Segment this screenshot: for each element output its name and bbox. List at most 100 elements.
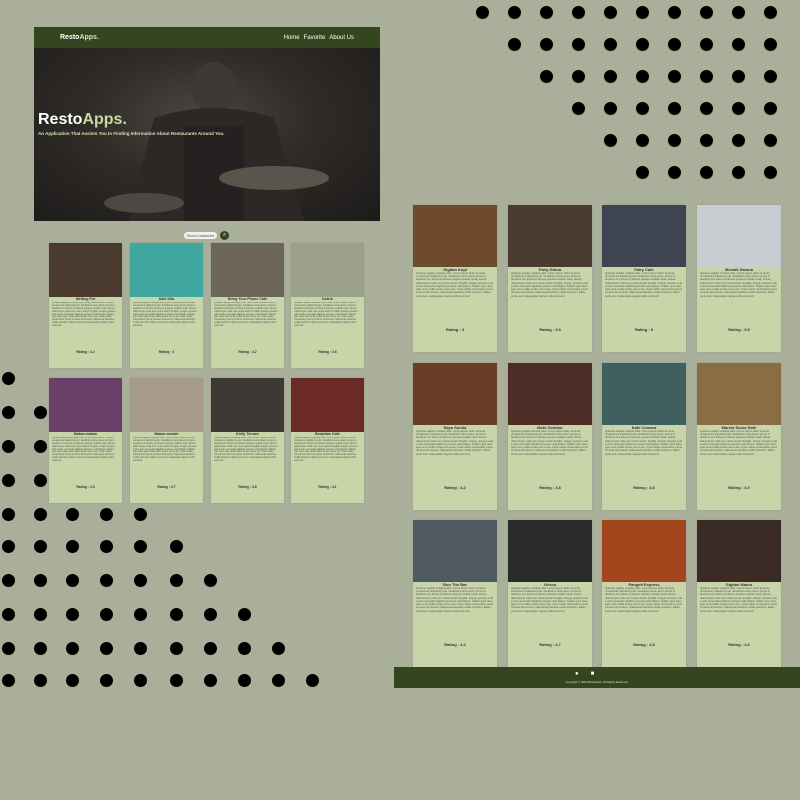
restaurant-card[interactable]: Fairy Cafe Quisque sagittis volutpat odio…	[602, 205, 686, 352]
nav-link-about[interactable]: About Us	[329, 34, 354, 41]
restaurant-card[interactable]: Menalli Sarana Quisque sagittis volutpat …	[697, 205, 781, 352]
restaurant-name[interactable]: Gigitan Makro	[725, 582, 753, 587]
restaurant-card[interactable]: Gesca Quisque sagittis volutpat odio. Lor…	[508, 520, 592, 667]
decorative-dot	[668, 134, 681, 147]
restaurant-description: Quisque sagittis volutpat odio. Lorem ip…	[511, 272, 588, 298]
restaurant-name[interactable]: Mohi Gembor	[537, 425, 563, 430]
restaurant-description: Quisque sagittis volutpat odio. Lorem ip…	[605, 430, 682, 456]
decorative-dot	[238, 674, 251, 687]
restaurant-name[interactable]: Makan-mudah	[154, 432, 179, 436]
restaurant-card[interactable]: Kirity Terrace Quisque sagittis volutpat …	[211, 378, 284, 503]
brand-primary: Resto	[60, 34, 80, 41]
decorative-dot	[636, 166, 649, 179]
restaurant-card[interactable]: Mohi Gembor Quisque sagittis volutpat odi…	[508, 363, 592, 510]
restaurant-image[interactable]	[602, 363, 686, 425]
restaurant-image[interactable]	[697, 363, 781, 425]
restaurant-image[interactable]	[508, 520, 592, 582]
restaurant-name[interactable]: Kafe Kita	[158, 297, 175, 301]
restaurant-description: Quisque sagittis volutpat odio. Lorem ip…	[416, 587, 493, 613]
restaurant-name[interactable]: Menalli Sarana	[724, 267, 753, 272]
restaurant-name[interactable]: Makan-makan	[73, 432, 98, 436]
search-button[interactable]: ⌕	[220, 231, 229, 240]
decorative-dot	[100, 642, 113, 655]
restaurant-image[interactable]	[211, 378, 284, 432]
restaurant-card[interactable]: Gigitan Makro Quisque sagittis volutpat o…	[697, 520, 781, 667]
nav-link-favorite[interactable]: Favorite	[303, 34, 326, 41]
decorative-dot	[66, 642, 79, 655]
restaurant-description: Quisque sagittis volutpat odio. Lorem ip…	[700, 587, 777, 613]
restaurant-rating: Rating : 4.0	[728, 642, 750, 647]
restaurant-name[interactable]: Gigitan Kopi	[443, 267, 467, 272]
restaurant-card[interactable]: Gigitan Kopi Quisque sagittis volutpat od…	[413, 205, 497, 352]
restaurant-name[interactable]: Bonjelam Kafe	[315, 432, 340, 436]
restaurant-card[interactable]: Pangeti Express Quisque sagittis volutpat…	[602, 520, 686, 667]
restaurant-card[interactable]: Melting Pot Quisque sagittis volutpat odi…	[49, 243, 122, 368]
github-icon[interactable]: ●	[575, 671, 579, 677]
restaurant-name[interactable]: Saya Sunda	[443, 425, 467, 430]
decorative-dot	[100, 540, 113, 553]
restaurant-card[interactable]: Kafe Cemara Quisque sagittis volutpat odi…	[602, 363, 686, 510]
decorative-dot	[604, 102, 617, 115]
decorative-dot	[604, 70, 617, 83]
restaurant-description: Quisque sagittis volutpat odio. Lorem ip…	[214, 302, 278, 327]
restaurant-name[interactable]: Pangeti Express	[628, 582, 660, 587]
restaurant-description: Quisque sagittis volutpat odio. Lorem ip…	[605, 587, 682, 613]
nav-link-home[interactable]: Home	[283, 34, 300, 41]
restaurant-name[interactable]: Marsia Sumo Kafe	[721, 425, 757, 430]
restaurant-name[interactable]: Melting Pot	[75, 297, 96, 301]
restaurant-image[interactable]	[697, 205, 781, 267]
restaurant-name[interactable]: Kafe Cemara	[631, 425, 657, 430]
restaurant-card[interactable]: Marsia Sumo Kafe Quisque sagittis volutpa…	[697, 363, 781, 510]
decorative-dot	[572, 6, 585, 19]
restaurant-name[interactable]: Bring Your Phone Cafe	[227, 297, 267, 301]
restaurant-name[interactable]: Gesca	[543, 582, 556, 587]
decorative-dot	[170, 674, 183, 687]
restaurant-image[interactable]	[602, 520, 686, 582]
decorative-dot	[668, 38, 681, 51]
restaurant-rating: Rating : 4.2	[238, 350, 257, 354]
restaurant-name[interactable]: Fairy Gitera	[538, 267, 562, 272]
brand-logo[interactable]: RestoApps.	[60, 34, 99, 41]
restaurant-image[interactable]	[291, 243, 364, 297]
decorative-dot	[204, 608, 217, 621]
decorative-dot	[306, 674, 319, 687]
restaurant-image[interactable]	[49, 243, 122, 297]
decorative-dot	[572, 70, 585, 83]
restaurant-card[interactable]: Makan-makan Quisque sagittis volutpat odi…	[49, 378, 122, 503]
restaurant-card[interactable]: Kafein Quisque sagittis volutpat odio. Lo…	[291, 243, 364, 368]
restaurant-image[interactable]	[602, 205, 686, 267]
restaurant-card[interactable]: Fairy Gitera Quisque sagittis volutpat od…	[508, 205, 592, 352]
restaurant-name[interactable]: Run The Bar	[443, 582, 467, 587]
decorative-dot	[732, 166, 745, 179]
hero-title-secondary: Apps.	[82, 111, 127, 128]
decorative-dot	[732, 38, 745, 51]
restaurant-image[interactable]	[211, 243, 284, 297]
restaurant-card[interactable]: Run The Bar Quisque sagittis volutpat odi…	[413, 520, 497, 667]
restaurant-card[interactable]: Bring Your Phone Cafe Quisque sagittis vo…	[211, 243, 284, 368]
restaurant-card[interactable]: Bonjelam Kafe Quisque sagittis volutpat o…	[291, 378, 364, 503]
restaurant-image[interactable]	[291, 378, 364, 432]
decorative-dot	[764, 38, 777, 51]
restaurant-card[interactable]: Makan-mudah Quisque sagittis volutpat odi…	[130, 378, 203, 503]
restaurant-name[interactable]: Kafein	[322, 297, 333, 301]
decorative-dot	[66, 674, 79, 687]
restaurant-card[interactable]: Saya Sunda Quisque sagittis volutpat odio…	[413, 363, 497, 510]
decorative-dot	[2, 406, 15, 419]
decorative-dot	[540, 70, 553, 83]
footer-copyright: Copyright © 2022 RestoApps. All Rights R…	[565, 680, 629, 684]
search-input[interactable]: Search restaurant	[184, 232, 217, 239]
restaurant-image[interactable]	[508, 363, 592, 425]
restaurant-image[interactable]	[413, 205, 497, 267]
restaurant-image[interactable]	[697, 520, 781, 582]
restaurant-image[interactable]	[49, 378, 122, 432]
linkedin-icon[interactable]: ■	[590, 671, 595, 677]
restaurant-name[interactable]: Fairy Cafe	[634, 267, 654, 272]
decorative-dot	[134, 540, 147, 553]
restaurant-image[interactable]	[508, 205, 592, 267]
restaurant-name[interactable]: Kirity Terrace	[236, 432, 259, 436]
restaurant-image[interactable]	[413, 363, 497, 425]
restaurant-card[interactable]: Kafe Kita Quisque sagittis volutpat odio.…	[130, 243, 203, 368]
restaurant-image[interactable]	[130, 243, 203, 297]
restaurant-image[interactable]	[413, 520, 497, 582]
restaurant-image[interactable]	[130, 378, 203, 432]
